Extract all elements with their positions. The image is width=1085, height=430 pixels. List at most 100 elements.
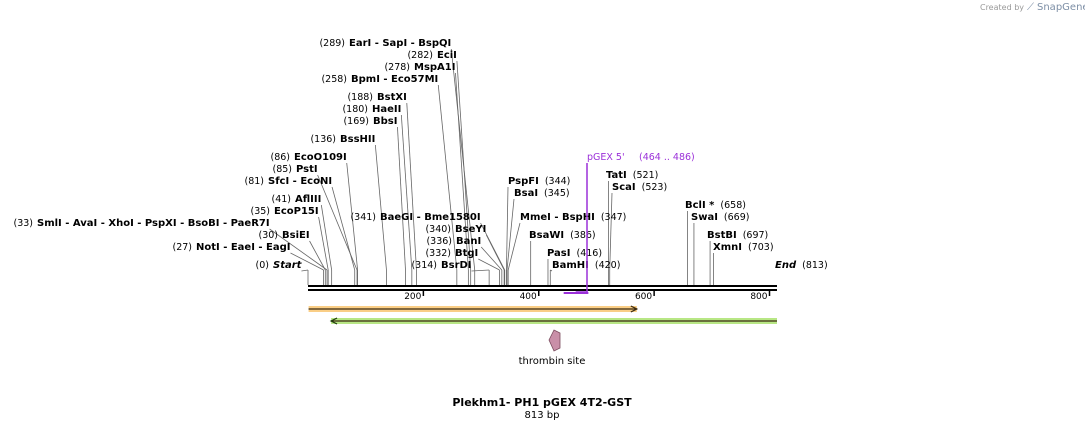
site-label[interactable]: BssHII (136) bbox=[310, 134, 375, 145]
site-label[interactable]: BsiEI (30) bbox=[258, 230, 309, 241]
orange-feature[interactable] bbox=[308, 305, 639, 313]
site-label[interactable]: BstXI (188) bbox=[347, 92, 406, 103]
enzyme-name: BclI * bbox=[685, 200, 715, 211]
site-label[interactable]: SwaI (669) bbox=[691, 212, 749, 223]
site-position: (416) bbox=[576, 248, 602, 259]
site-label[interactable]: BclI * (658) bbox=[685, 200, 746, 211]
enzyme-name: BssHII bbox=[340, 134, 375, 145]
site-label[interactable]: HaeII (180) bbox=[342, 104, 401, 115]
enzyme-name: BsiEI bbox=[282, 230, 310, 241]
site-position: (347) bbox=[601, 212, 627, 223]
ruler-ticks: 200 400 600 800 bbox=[404, 290, 771, 302]
enzyme-name: BsaI bbox=[514, 188, 538, 199]
site-labels: EarI - SapI - BspQI (289) EciI (282)MspA1I (… bbox=[13, 38, 827, 271]
site-connector bbox=[437, 84, 458, 271]
site-position: (523) bbox=[642, 182, 668, 193]
enzyme-name: BaeGI - Bme1580I bbox=[380, 212, 481, 223]
primer-pgex-5[interactable]: pGEX 5' (464 .. 486) bbox=[563, 152, 695, 294]
enzyme-name: BpmI - Eco57MI bbox=[351, 74, 438, 85]
site-position: (282) bbox=[407, 50, 433, 61]
site-label[interactable]: PasI (416) bbox=[547, 248, 602, 259]
thrombin-site-icon bbox=[548, 329, 561, 352]
site-label[interactable]: BsaI (345) bbox=[514, 188, 570, 199]
site-position: (341) bbox=[350, 212, 376, 223]
site-position: (332) bbox=[425, 248, 451, 259]
site-connector bbox=[507, 222, 521, 271]
site-position: (188) bbox=[347, 92, 373, 103]
site-position: (85) bbox=[272, 164, 292, 175]
site-label[interactable]: PstI (85) bbox=[272, 164, 317, 175]
site-connector bbox=[318, 216, 329, 271]
site-label[interactable]: BaeGI - Bme1580I (341) bbox=[350, 212, 480, 223]
site-label[interactable]: BbsI (169) bbox=[343, 116, 397, 127]
site-position: (169) bbox=[343, 116, 369, 127]
ruler-tick-label: 800 bbox=[750, 292, 767, 302]
site-connector bbox=[374, 144, 387, 271]
enzyme-name: BbsI bbox=[373, 116, 397, 127]
site-position: (314) bbox=[411, 260, 437, 271]
site-label[interactable]: MspA1I (278) bbox=[384, 62, 455, 73]
site-label[interactable]: SfcI - EcoNI (81) bbox=[244, 176, 332, 187]
site-position: (521) bbox=[633, 170, 659, 181]
ruler-tick-label: 400 bbox=[520, 292, 537, 302]
site-label[interactable]: BtgI (332) bbox=[425, 248, 478, 259]
site-label[interactable]: End (813) bbox=[775, 260, 828, 271]
arrow-left-icon bbox=[329, 317, 338, 325]
enzyme-name: EcoO109I bbox=[294, 152, 347, 163]
site-connector bbox=[397, 126, 406, 271]
site-label[interactable]: BsrDI (314) bbox=[411, 260, 471, 271]
site-label[interactable]: EciI (282) bbox=[407, 50, 456, 61]
site-label[interactable]: NotI - EaeI - EagI (27) bbox=[172, 242, 290, 253]
enzyme-name: BseYI bbox=[455, 224, 486, 235]
site-label[interactable]: EarI - SapI - BspQI (289) bbox=[319, 38, 451, 49]
site-connector bbox=[455, 72, 469, 271]
enzyme-name: XmnI bbox=[713, 242, 742, 253]
site-label[interactable]: EcoO109I (86) bbox=[270, 152, 346, 163]
site-label[interactable]: AflIII (41) bbox=[271, 194, 321, 205]
site-label[interactable]: SmlI - AvaI - XhoI - PspXI - BsoBI - Pae… bbox=[13, 218, 269, 229]
site-connector bbox=[471, 269, 490, 272]
enzyme-name: HaeII bbox=[372, 104, 401, 115]
site-position: (658) bbox=[720, 200, 746, 211]
site-connector bbox=[456, 60, 472, 271]
site-label[interactable]: PspFI (344) bbox=[508, 176, 570, 187]
site-position: (386) bbox=[570, 230, 596, 241]
site-label[interactable]: MmeI - BspHI (347) bbox=[520, 212, 626, 223]
site-position: (27) bbox=[172, 242, 192, 253]
site-connector bbox=[485, 234, 505, 271]
site-label[interactable]: BamHI (420) bbox=[552, 260, 620, 271]
enzyme-name: MspA1I bbox=[414, 62, 455, 73]
site-label[interactable]: TatI (521) bbox=[606, 170, 658, 181]
site-connector bbox=[331, 186, 356, 271]
site-connector bbox=[309, 240, 326, 271]
site-label[interactable]: BpmI - Eco57MI (258) bbox=[321, 74, 438, 85]
enzyme-name: PspFI bbox=[508, 176, 539, 187]
thrombin-site-feature[interactable]: thrombin site bbox=[519, 329, 586, 367]
site-label[interactable]: BanI (336) bbox=[426, 236, 481, 247]
site-connector bbox=[506, 198, 515, 271]
enzyme-name: EciI bbox=[437, 50, 457, 61]
site-connector bbox=[400, 114, 413, 271]
site-position: (703) bbox=[748, 242, 774, 253]
site-label[interactable]: BseYI (340) bbox=[425, 224, 486, 235]
enzyme-name: MmeI - BspHI bbox=[520, 212, 595, 223]
site-label[interactable]: EcoP15I (35) bbox=[250, 206, 318, 217]
enzyme-name: ScaI bbox=[612, 182, 636, 193]
enzyme-name: PstI bbox=[296, 164, 318, 175]
site-label[interactable]: BsaWI (386) bbox=[529, 230, 596, 241]
site-position: (30) bbox=[258, 230, 278, 241]
site-position: (136) bbox=[310, 134, 336, 145]
enzyme-name: SfcI - EcoNI bbox=[268, 176, 332, 187]
site-label[interactable]: XmnI (703) bbox=[713, 242, 774, 253]
enzyme-name: BamHI bbox=[552, 260, 589, 271]
site-label[interactable]: Start (0) bbox=[256, 260, 303, 271]
site-position: (345) bbox=[544, 188, 570, 199]
site-label[interactable]: BstBI (697) bbox=[707, 230, 768, 241]
green-feature[interactable] bbox=[329, 317, 777, 325]
site-label[interactable]: ScaI (523) bbox=[612, 182, 667, 193]
enzyme-name: End bbox=[775, 260, 797, 271]
enzyme-name: BtgI bbox=[455, 248, 478, 259]
site-position: (35) bbox=[250, 206, 270, 217]
site-position: (340) bbox=[425, 224, 451, 235]
